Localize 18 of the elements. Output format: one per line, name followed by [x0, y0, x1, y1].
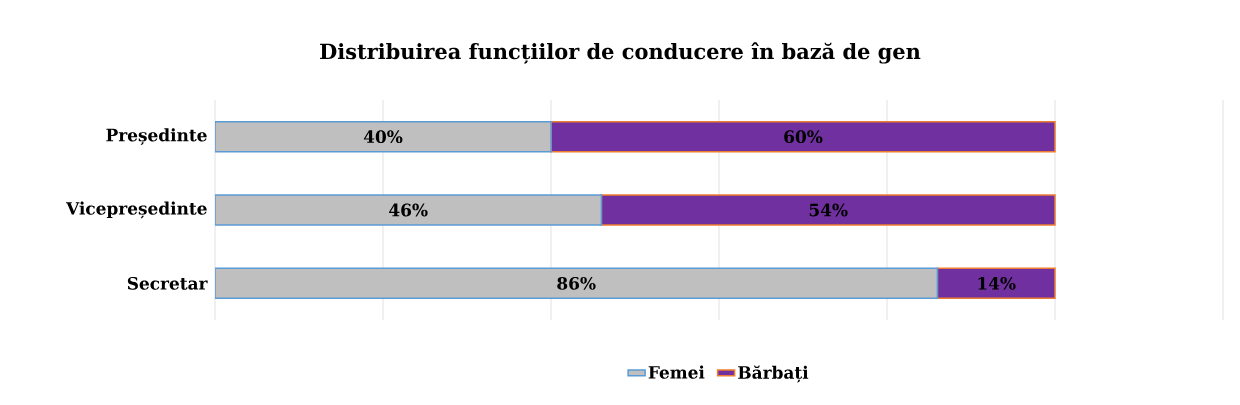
y-tick-label: Secretar [127, 276, 208, 290]
data-label: 14% [978, 276, 1016, 290]
legend-label: Femei [648, 365, 705, 379]
data-label: 54% [809, 203, 848, 217]
y-tick-label: Vicepreședinte [65, 201, 207, 219]
legend-label: Bărbați [738, 365, 809, 383]
bar [936, 267, 1056, 300]
data-label: 60% [784, 130, 823, 144]
bar [215, 194, 603, 226]
bar [215, 120, 552, 153]
data-label: 86% [557, 276, 596, 290]
data-label: 46% [389, 203, 428, 217]
chart-title: Distribuirea funcțiilor de conducere în bază de gen [320, 42, 921, 64]
bar [550, 120, 1056, 153]
bar [600, 194, 1056, 226]
data-label: 40% [363, 130, 403, 144]
y-tick-label: Președinte [106, 128, 207, 146]
bar [215, 267, 939, 300]
